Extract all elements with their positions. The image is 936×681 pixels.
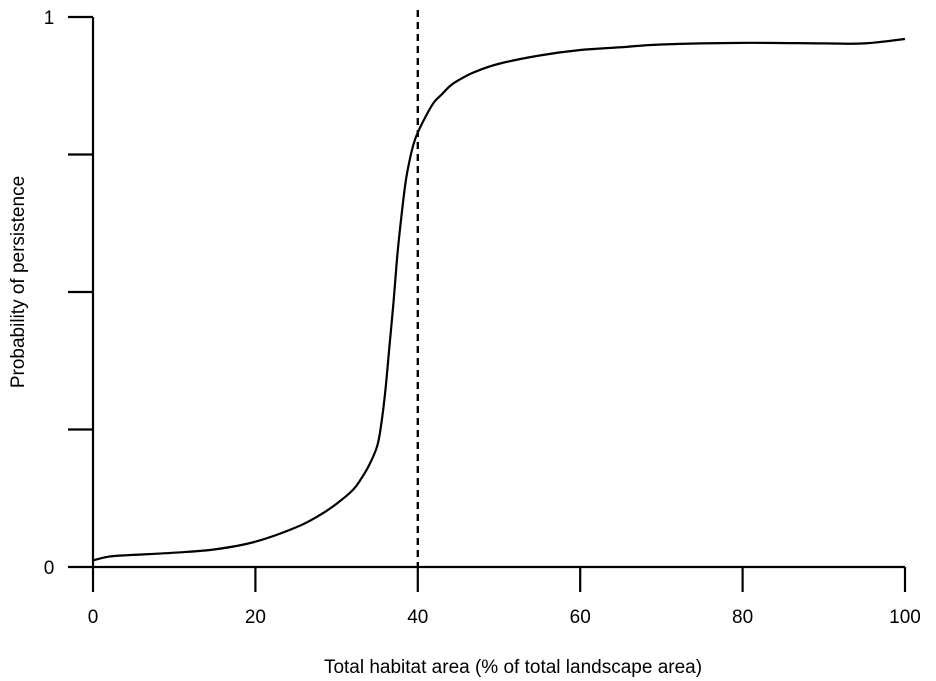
y-tick-label: 1	[44, 8, 55, 29]
y-axis-title: Probability of persistence	[8, 176, 29, 388]
x-tick-label: 80	[732, 607, 753, 628]
x-tick-label: 20	[245, 607, 266, 628]
x-axis-title: Total habitat area (% of total landscape…	[324, 657, 702, 678]
x-tick-label: 40	[407, 607, 428, 628]
x-tick-label: 100	[889, 607, 921, 628]
x-tick-label: 0	[88, 607, 99, 628]
x-tick-label: 60	[570, 607, 591, 628]
persistence-curve	[92, 37, 906, 562]
y-tick-label: 0	[44, 558, 55, 579]
plot-area: 0 20 40 60 80 100 0 1	[44, 8, 921, 628]
